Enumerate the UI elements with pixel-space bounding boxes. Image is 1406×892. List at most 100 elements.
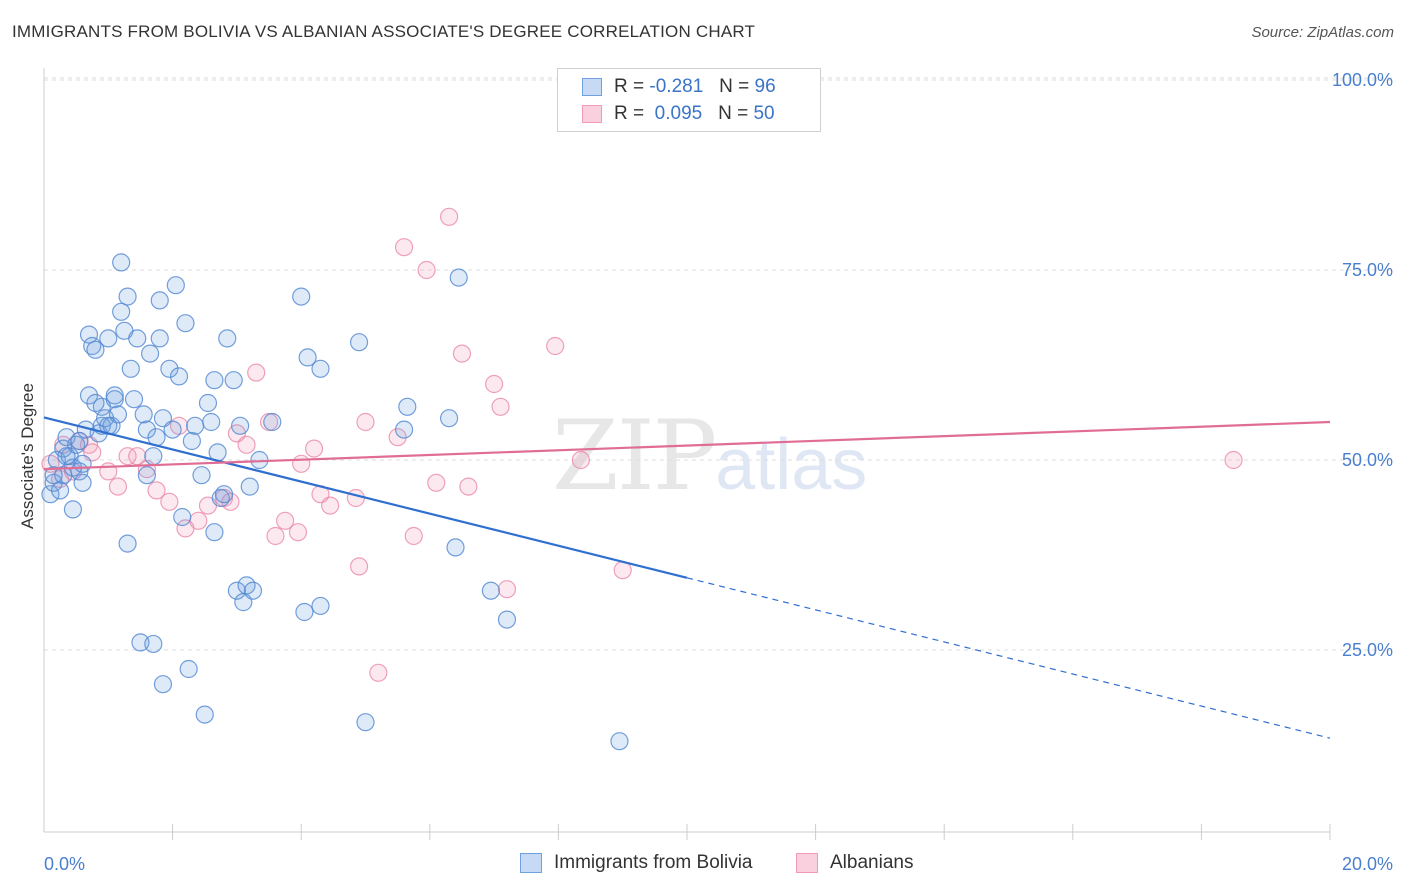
x-tick-label-max: 20.0% [1342,854,1393,874]
bolivia-point [263,412,282,432]
bolivia-point [50,481,70,500]
albanians-point [160,492,179,511]
y-tick-labels: 25.0% 50.0% 75.0% 100.0% [1332,70,1393,660]
bolivia-point [295,602,314,622]
albanians-point [459,477,478,496]
bolivia-point [205,371,224,390]
albanians-point [439,207,459,226]
bolivia-point [105,386,124,405]
albanians-point [108,477,128,496]
watermark: ZIPatlas [552,400,867,512]
bolivia-point [449,268,468,287]
bolivia-point [121,359,140,378]
bolivia-point [179,659,198,679]
bolivia-point [118,534,137,553]
albanians-point [237,435,256,454]
chart-title: IMMIGRANTS FROM BOLIVIA VS ALBANIAN ASSO… [12,22,756,41]
watermark-zip: ZIP [552,400,717,512]
bolivia-point [112,302,131,321]
bolivia-point [195,705,214,724]
bolivia-point [160,359,179,378]
bolivia-point [118,287,137,306]
bolivia-point [73,473,92,492]
bolivia-point [497,610,517,629]
bolivia-point [398,397,417,416]
axes [43,68,1330,833]
albanians-point [452,344,472,363]
bolivia-point [153,675,173,694]
watermark-atlas: atlas [715,425,868,505]
bolivia-point [79,325,99,344]
bolivia-point [86,340,105,359]
bolivia-point [105,390,124,409]
legend-swatch-albanians [582,105,602,123]
trendline-albanians [43,420,1331,471]
legend-row-albanians: R = 0.095 N = 50 [582,102,775,126]
bolivia-point [202,412,221,432]
albanians-point [118,447,137,466]
bolivia-point [128,329,147,348]
y-tick-label: 50.0% [1342,450,1393,470]
bolivia-point [150,291,169,310]
legend-n-value-bolivia: 96 [754,76,776,97]
albanians-point [189,511,208,530]
albanians-point [394,238,414,257]
albanians-point [247,363,266,382]
bolivia-point [44,466,63,485]
bolivia-point [240,477,259,496]
bolivia-point [349,333,369,352]
bolivia-point [481,581,500,600]
bolivia-point [292,287,311,306]
bolivia-point [298,348,317,367]
bolivia-point [144,447,163,466]
bolivia-point [137,466,156,485]
bolivia-point [192,466,211,485]
albanians-point [1224,450,1243,470]
bolivia-point [231,416,250,435]
legend-r-value-albanians: 0.095 [654,103,703,124]
albanians-point [485,374,504,394]
bolivia-point [446,538,465,557]
albanians-point [417,260,436,280]
bolivia-point [166,276,185,295]
bolivia-point [124,390,144,409]
albanians-point [491,397,510,416]
bolivia-point [214,485,234,504]
y-tick-label: 75.0% [1342,260,1393,280]
bolivia-point [311,596,330,616]
bolivia-point [140,344,160,363]
trendlines [43,416,1331,739]
bolivia-point [224,371,243,390]
bolivia-point [73,454,92,473]
albanians-point [356,412,375,432]
bolivia-point [186,416,205,435]
bolivia-point [70,431,89,451]
albanians-point [304,439,324,458]
albanians-point [546,336,565,356]
bolivia-point [356,713,375,732]
legend-n-label: N = [718,103,749,124]
bolivia-point [44,473,63,492]
x-tick-marks [172,824,1331,840]
correlation-legend: R = -0.281 N = 96 R = 0.095 N = 50 [557,68,821,132]
bolivia-point [134,405,153,424]
bolivia-point [610,732,629,751]
albanians-point [427,473,446,492]
bolivia-point [394,420,414,439]
legend-n-value-albanians: 50 [753,103,775,124]
y-tick-label: 100.0% [1332,70,1393,90]
y-tick-label: 25.0% [1342,640,1393,660]
albanians-point [349,557,369,576]
series-legend: Immigrants from Bolivia Albanians [0,852,1406,878]
bolivia-point [163,420,182,439]
bolivia-point [198,393,218,413]
albanians-point [321,496,340,515]
bolivia-point [79,386,99,405]
bolivia-point [218,329,237,348]
bolivia-point [439,409,459,428]
legend-swatch-albanians [796,853,818,873]
bolivia-point [41,485,60,504]
bolivia-point [243,581,263,600]
bolivia-point [99,329,118,348]
